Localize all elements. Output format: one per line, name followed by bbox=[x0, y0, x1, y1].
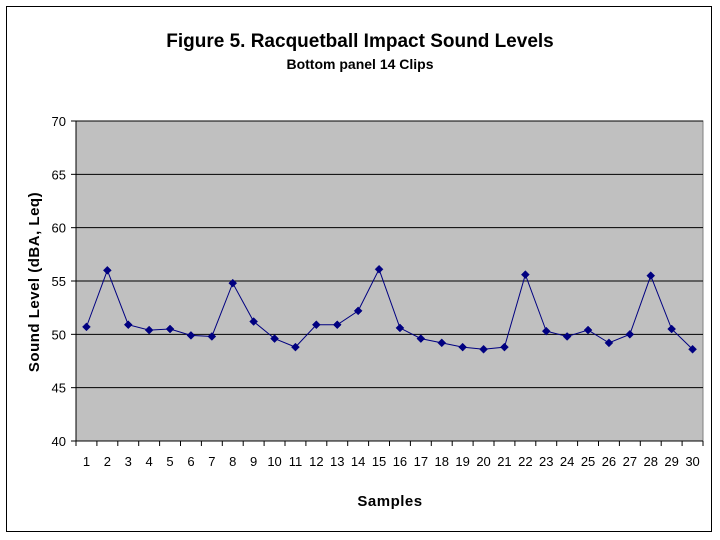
data-point-29 bbox=[667, 324, 677, 334]
data-point-15 bbox=[374, 264, 384, 274]
gridlines bbox=[76, 120, 703, 389]
data-point-12 bbox=[311, 320, 321, 330]
x-tick-label-7: 7 bbox=[208, 454, 215, 469]
axes bbox=[71, 120, 704, 446]
data-point-30 bbox=[688, 344, 697, 354]
y-tick-label-40: 40 bbox=[52, 434, 66, 449]
x-tick-label-20: 20 bbox=[476, 454, 490, 469]
x-axis-label: Samples bbox=[357, 493, 422, 510]
data-point-13 bbox=[332, 320, 342, 330]
data-point-25 bbox=[583, 325, 593, 335]
data-point-27 bbox=[625, 329, 635, 339]
x-tick-label-5: 5 bbox=[166, 454, 173, 469]
x-tick-label-17: 17 bbox=[414, 454, 428, 469]
series-line-0 bbox=[85, 268, 693, 350]
x-tick-label-2: 2 bbox=[104, 454, 111, 469]
x-tick-label-29: 29 bbox=[664, 454, 678, 469]
x-tick-label-10: 10 bbox=[267, 454, 281, 469]
data-point-28 bbox=[646, 271, 656, 281]
data-point-6 bbox=[186, 331, 196, 340]
x-tick-label-3: 3 bbox=[125, 454, 132, 469]
chart-title: Figure 5. Racquetball Impact Sound Level… bbox=[166, 31, 553, 52]
x-tick-label-8: 8 bbox=[229, 454, 236, 469]
x-tick-label-24: 24 bbox=[560, 454, 574, 469]
data-point-9 bbox=[249, 317, 259, 326]
x-tick-label-15: 15 bbox=[372, 454, 386, 469]
y-tick-label-55: 55 bbox=[52, 274, 66, 289]
x-tick-label-11: 11 bbox=[289, 454, 303, 469]
data-point-3 bbox=[123, 320, 133, 330]
data-point-18 bbox=[437, 338, 447, 348]
data-point-10 bbox=[270, 334, 279, 343]
y-axis-label: Sound Level (dBA, Leq) bbox=[26, 192, 43, 372]
data-point-16 bbox=[395, 323, 405, 333]
y-tick-label-45: 45 bbox=[52, 381, 66, 396]
data-point-14 bbox=[353, 306, 363, 316]
x-tick-label-4: 4 bbox=[146, 454, 153, 469]
x-tick-label-25: 25 bbox=[581, 454, 595, 469]
x-tick-label-22: 22 bbox=[518, 454, 532, 469]
x-tick-label-23: 23 bbox=[539, 454, 553, 469]
data-point-2 bbox=[102, 265, 112, 275]
x-tick-label-6: 6 bbox=[187, 454, 194, 469]
data-point-24 bbox=[562, 332, 572, 341]
x-tick-label-27: 27 bbox=[623, 454, 637, 469]
chart-subtitle: Bottom panel 14 Clips bbox=[286, 56, 433, 72]
x-tick-label-18: 18 bbox=[435, 454, 449, 469]
series-layer bbox=[82, 264, 697, 354]
data-point-26 bbox=[604, 338, 614, 348]
data-point-4 bbox=[144, 325, 154, 335]
data-point-21 bbox=[500, 342, 509, 352]
data-point-23 bbox=[541, 326, 551, 336]
x-tick-label-30: 30 bbox=[685, 454, 699, 469]
data-point-22 bbox=[520, 270, 530, 279]
x-tick-label-26: 26 bbox=[602, 454, 616, 469]
data-point-5 bbox=[165, 324, 175, 334]
x-tick-label-28: 28 bbox=[644, 454, 658, 469]
x-tick-label-9: 9 bbox=[250, 454, 257, 469]
data-point-8 bbox=[228, 278, 238, 288]
x-tick-label-16: 16 bbox=[393, 454, 407, 469]
data-point-7 bbox=[207, 332, 217, 341]
x-tick-label-1: 1 bbox=[83, 454, 90, 469]
y-tick-label-60: 60 bbox=[52, 221, 66, 236]
x-tick-label-13: 13 bbox=[330, 454, 344, 469]
data-point-17 bbox=[416, 334, 426, 343]
x-tick-label-21: 21 bbox=[497, 454, 511, 469]
y-tick-label-50: 50 bbox=[52, 327, 66, 342]
x-tick-label-19: 19 bbox=[455, 454, 469, 469]
x-tick-label-14: 14 bbox=[351, 454, 365, 469]
y-tick-label-65: 65 bbox=[52, 167, 66, 182]
y-tick-label-70: 70 bbox=[52, 114, 66, 129]
data-point-19 bbox=[458, 342, 468, 352]
data-point-1 bbox=[82, 322, 91, 332]
data-point-20 bbox=[479, 344, 488, 354]
data-point-11 bbox=[291, 342, 300, 352]
x-tick-label-12: 12 bbox=[309, 454, 323, 469]
